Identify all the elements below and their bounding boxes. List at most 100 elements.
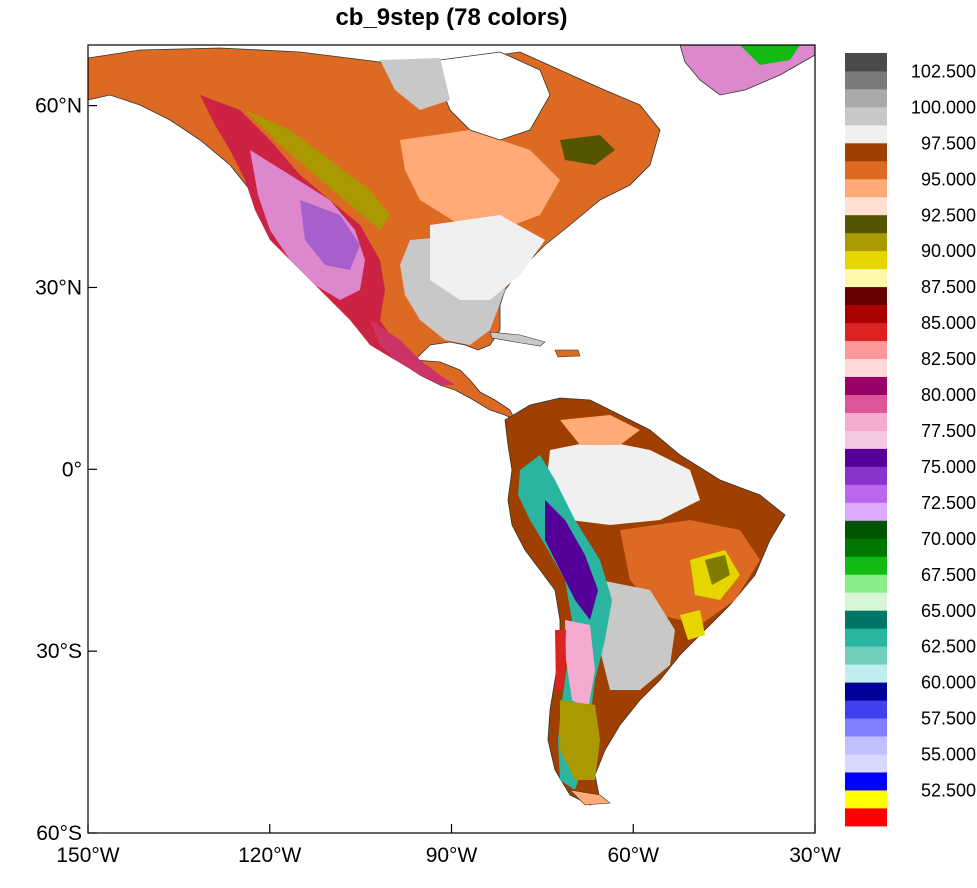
colorbar-swatch (845, 664, 887, 683)
colorbar-label: 100.000 (911, 97, 976, 117)
great-plains-band (245, 110, 390, 230)
colorbar-swatch (845, 682, 887, 701)
colorbar-swatch (845, 718, 887, 737)
lat-tick-label: 30°S (36, 640, 82, 663)
colorbar-swatch (845, 178, 887, 198)
map-title: cb_9step (78 colors) (335, 4, 568, 31)
rockies-violet-peaks (300, 200, 360, 270)
colorbar-label: 92.500 (921, 205, 976, 225)
lon-tick-label: 120°W (238, 844, 301, 867)
patagonia-olive (560, 700, 600, 780)
colorbar-swatch (845, 628, 887, 647)
colorbar-label: 70.000 (921, 529, 976, 549)
colorbar-label: 72.500 (921, 493, 976, 513)
colorbar-swatch (845, 610, 887, 629)
lat-tick-label: 0° (62, 458, 82, 481)
colorbar-swatch (845, 70, 887, 90)
lon-tick-label: 90°W (426, 844, 478, 867)
colorbar-swatch (845, 808, 887, 827)
colorbar-label: 85.000 (921, 313, 976, 333)
colorbar-swatch (845, 232, 887, 252)
eastern-lowland-light (430, 215, 545, 300)
colorbar-label: 77.500 (921, 421, 976, 441)
mexico-highland (370, 320, 455, 385)
colorbar-swatch (845, 484, 887, 503)
coastal-chile-red (555, 630, 566, 690)
colorbar-label: 95.000 (921, 169, 976, 189)
lat-tick-label: 60°S (36, 822, 82, 845)
colorbar-label: 80.000 (921, 385, 976, 405)
arctic-gray-lowland (380, 58, 450, 110)
south-brazil-yellow (680, 610, 705, 640)
greenland-ice (740, 45, 800, 65)
colorbar-swatch (845, 700, 887, 719)
colorbar-swatch (845, 502, 887, 521)
map-plot-area: 60°N 30°N 0° 30°S 60°S 150°W 120°W 90°W 60°W 30°… (35, 44, 841, 867)
andes-high-peaks (545, 500, 598, 620)
canadian-shield-light (400, 130, 560, 230)
colorbar-label: 65.000 (921, 601, 976, 621)
colorbar-swatch (845, 286, 887, 306)
colorbar-label: 82.500 (921, 349, 976, 369)
amazon-basin (545, 440, 700, 525)
colorbar-swatch (845, 430, 887, 449)
colorbar-label: 75.000 (921, 457, 976, 477)
terrain-field (88, 45, 815, 806)
colorbar-label: 62.500 (921, 637, 976, 657)
colorbar-label: 57.500 (921, 709, 976, 729)
latitude-ticks: 60°N 30°N 0° 30°S 60°S (35, 95, 97, 845)
colorbar-swatch (845, 53, 887, 72)
colorbar-swatch (845, 592, 887, 611)
colorbar-label: 60.000 (921, 673, 976, 693)
colorbar-swatch (845, 394, 887, 413)
colorbar-label: 52.500 (921, 781, 976, 801)
colorbar-swatch (845, 376, 887, 395)
colorbar-swatch (845, 106, 887, 126)
andes-south-pink (565, 620, 595, 710)
colorbar-swatch (845, 736, 887, 755)
colorbar-swatch (845, 304, 887, 324)
colorbar-label: 97.500 (921, 133, 976, 153)
labrador-highland (560, 135, 615, 165)
cuba (489, 331, 546, 347)
colorbar-label: 55.000 (921, 745, 976, 765)
colorbar-swatch (845, 340, 887, 360)
colorbar-swatch (845, 790, 887, 809)
colorbar-label: 87.500 (921, 277, 976, 297)
colorbar-swatch (845, 574, 887, 593)
colorbar-swatch (845, 358, 887, 377)
colorbar-label: 67.500 (921, 565, 976, 585)
colorbar-swatch (845, 646, 887, 665)
colorbar-swatch (845, 124, 887, 144)
colorbar: 52.500 55.000 57.500 60.000 62.500 65.000 67.5… (845, 53, 976, 827)
lat-tick-label: 60°N (35, 95, 82, 118)
colorbar-swatch (845, 772, 887, 791)
colorbar-swatch (845, 466, 887, 485)
colorbar-swatch (845, 448, 887, 467)
hispaniola (554, 349, 581, 358)
colorbar-label: 90.000 (921, 241, 976, 261)
colorbar-swatch (845, 160, 887, 180)
colorbar-swatch (845, 322, 887, 342)
guiana-highland (560, 415, 640, 445)
longitude-ticks: 150°W 120°W 90°W 60°W 30°W (56, 824, 841, 867)
colorbar-swatch (845, 412, 887, 431)
brazil-plateau-olive (705, 555, 730, 585)
lon-tick-label: 30°W (789, 844, 841, 867)
colorbar-swatch (845, 268, 887, 288)
colorbar-swatch (845, 250, 887, 270)
lat-tick-label: 30°N (35, 276, 82, 299)
colorbar-swatch (845, 556, 887, 575)
colorbar-swatch (845, 520, 887, 539)
colorbar-swatch (845, 754, 887, 773)
lon-tick-label: 150°W (56, 844, 119, 867)
colorbar-label: 102.500 (911, 61, 976, 81)
colorbar-swatch (845, 88, 887, 108)
colorbar-swatch (845, 142, 887, 162)
lon-tick-label: 60°W (607, 844, 659, 867)
colorbar-swatch (845, 196, 887, 216)
chaco-pampas (598, 580, 675, 690)
colorbar-swatch (845, 214, 887, 234)
tierra-del-fuego (569, 789, 611, 806)
